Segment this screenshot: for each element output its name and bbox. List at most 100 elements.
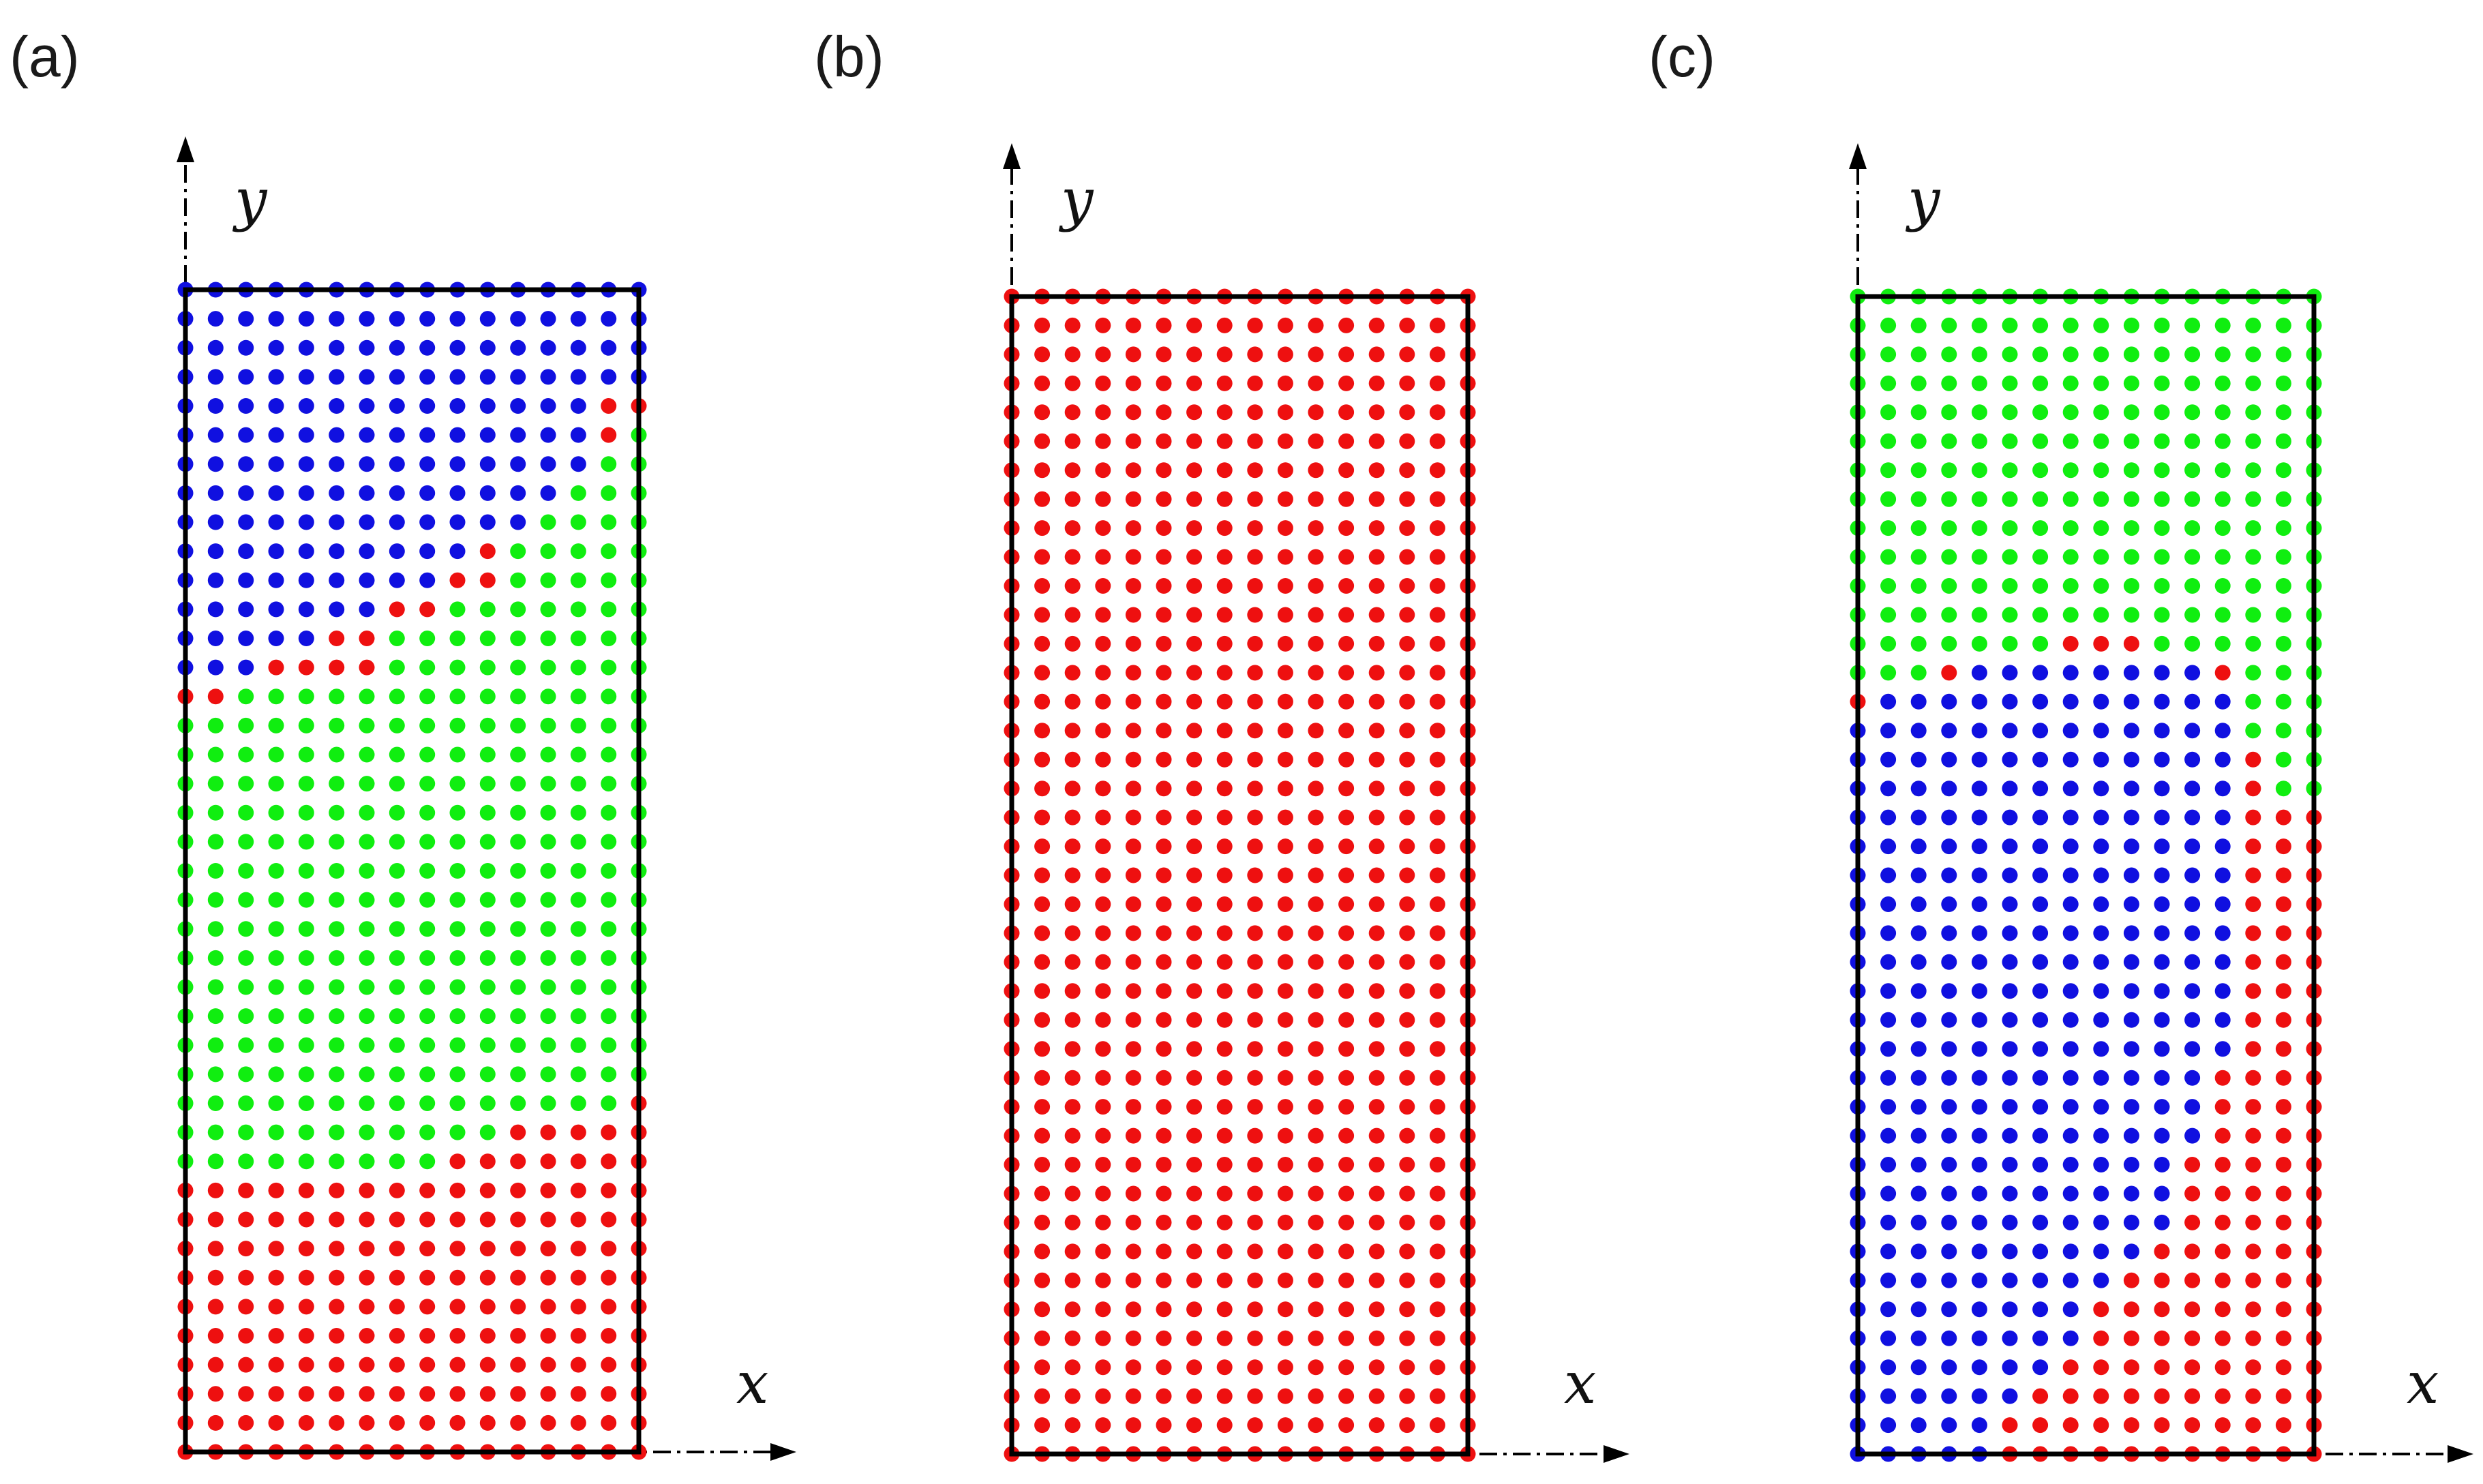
green-node bbox=[2123, 520, 2139, 536]
red-node bbox=[1034, 925, 1051, 941]
green-node bbox=[389, 717, 405, 733]
blue-node bbox=[540, 339, 556, 356]
green-node bbox=[2062, 346, 2079, 363]
green-node bbox=[207, 979, 224, 995]
blue-node bbox=[1910, 723, 1927, 739]
green-node bbox=[2002, 404, 2018, 421]
green-node bbox=[601, 1095, 617, 1111]
green-node bbox=[570, 776, 586, 792]
red-node bbox=[389, 1211, 405, 1228]
red-node bbox=[2275, 1417, 2291, 1434]
blue-node bbox=[2093, 1099, 2109, 1115]
red-node bbox=[1308, 1330, 1324, 1346]
blue-node bbox=[2062, 983, 2079, 999]
red-node bbox=[2275, 983, 2291, 999]
red-node bbox=[1399, 1359, 1415, 1376]
red-node bbox=[1216, 1012, 1233, 1028]
green-node bbox=[601, 456, 617, 472]
green-node bbox=[2062, 520, 2079, 536]
blue-node bbox=[510, 456, 526, 472]
red-node bbox=[1156, 1388, 1172, 1404]
green-node bbox=[1971, 491, 1987, 507]
blue-node bbox=[2002, 1214, 2018, 1230]
blue-node bbox=[1971, 1330, 1987, 1346]
red-node bbox=[1034, 1214, 1051, 1230]
red-node bbox=[1216, 1388, 1233, 1404]
red-node bbox=[2184, 1301, 2201, 1318]
green-node bbox=[570, 834, 586, 850]
green-node bbox=[2245, 404, 2261, 421]
blue-node bbox=[2184, 925, 2201, 941]
red-node bbox=[1186, 1012, 1203, 1028]
green-node bbox=[2154, 375, 2170, 391]
red-node bbox=[1034, 317, 1051, 333]
green-node bbox=[2154, 607, 2170, 623]
green-node bbox=[510, 804, 526, 821]
red-node bbox=[2214, 1359, 2231, 1376]
blue-node bbox=[1941, 1012, 1957, 1028]
blue-node bbox=[449, 398, 466, 414]
blue-node bbox=[570, 369, 586, 385]
red-node bbox=[1308, 1243, 1324, 1260]
blue-node bbox=[2002, 1099, 2018, 1115]
red-node bbox=[1247, 462, 1263, 479]
green-node bbox=[1941, 607, 1957, 623]
green-node bbox=[510, 892, 526, 908]
blue-node bbox=[2214, 983, 2231, 999]
green-node bbox=[601, 746, 617, 763]
blue-node bbox=[268, 601, 284, 618]
blue-node bbox=[2093, 751, 2109, 768]
red-node bbox=[1095, 317, 1111, 333]
green-node bbox=[238, 1124, 254, 1140]
red-node bbox=[1216, 1301, 1233, 1318]
green-node bbox=[419, 1066, 436, 1082]
green-node bbox=[419, 1095, 436, 1111]
blue-node bbox=[1910, 781, 1927, 797]
red-node bbox=[1095, 1301, 1111, 1318]
red-node bbox=[1034, 723, 1051, 739]
green-node bbox=[540, 514, 556, 530]
red-node bbox=[1368, 1012, 1385, 1028]
blue-node bbox=[479, 369, 496, 385]
panel-c: (c) y x bbox=[1649, 25, 2473, 1463]
red-node bbox=[601, 1357, 617, 1373]
red-node bbox=[1064, 1359, 1081, 1376]
red-node bbox=[2184, 1185, 2201, 1202]
green-node bbox=[540, 776, 556, 792]
green-node bbox=[1880, 346, 1897, 363]
red-node bbox=[540, 1211, 556, 1228]
red-node bbox=[1399, 693, 1415, 710]
green-node bbox=[1941, 520, 1957, 536]
red-node bbox=[1338, 1388, 1355, 1404]
red-node bbox=[329, 1328, 345, 1344]
red-node bbox=[1064, 375, 1081, 391]
blue-node bbox=[2032, 983, 2049, 999]
blue-node bbox=[1910, 1041, 1927, 1057]
red-node bbox=[1368, 896, 1385, 912]
green-node bbox=[298, 921, 314, 937]
red-node bbox=[449, 1269, 466, 1286]
green-node bbox=[207, 1008, 224, 1025]
green-node bbox=[2245, 635, 2261, 652]
red-node bbox=[1338, 317, 1355, 333]
green-node bbox=[2275, 404, 2291, 421]
blue-node bbox=[2093, 1214, 2109, 1230]
red-node bbox=[1216, 433, 1233, 449]
green-node bbox=[540, 921, 556, 937]
red-node bbox=[1429, 1330, 1445, 1346]
blue-node bbox=[2032, 1157, 2049, 1172]
green-node bbox=[2123, 549, 2139, 565]
blue-node bbox=[2184, 896, 2201, 912]
red-node bbox=[1216, 896, 1233, 912]
red-node bbox=[1034, 346, 1051, 363]
panel-a-x-label: x bbox=[736, 1350, 768, 1417]
red-node bbox=[1368, 751, 1385, 768]
red-node bbox=[238, 1328, 254, 1344]
blue-node bbox=[1880, 781, 1897, 797]
red-node bbox=[2245, 1070, 2261, 1086]
red-node bbox=[329, 1414, 345, 1431]
blue-node bbox=[2002, 809, 2018, 826]
red-node bbox=[1399, 1243, 1415, 1260]
red-node bbox=[1186, 1417, 1203, 1434]
red-node bbox=[268, 1414, 284, 1431]
